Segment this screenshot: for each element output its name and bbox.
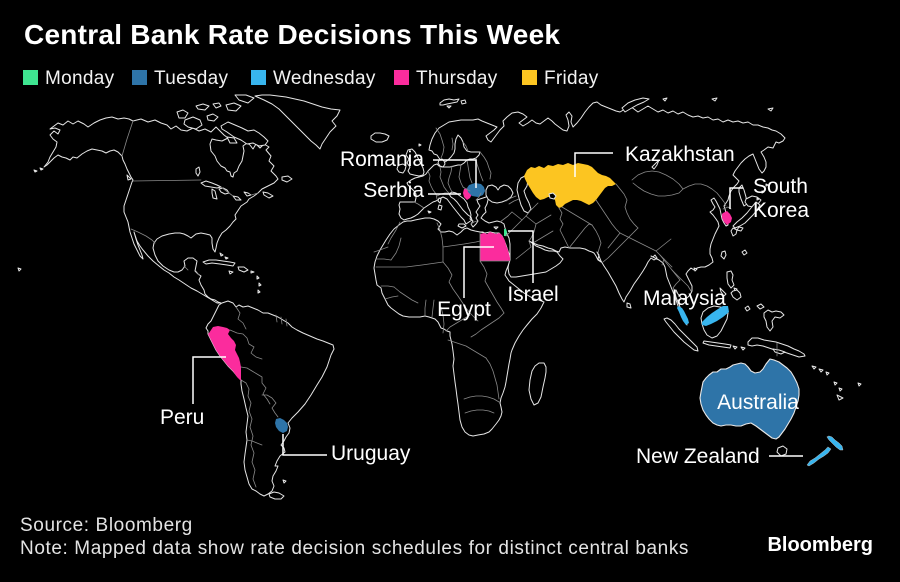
svg-text:Source: Bloomberg: Source: Bloomberg [20,515,193,536]
svg-text:Friday: Friday [544,68,599,89]
svg-text:Malaysia: Malaysia [643,287,726,310]
svg-text:Peru: Peru [160,406,204,429]
svg-text:Note: Mapped data show rate de: Note: Mapped data show rate decision sch… [20,538,689,559]
svg-text:Thursday: Thursday [416,68,498,89]
svg-text:Central Bank Rate Decisions Th: Central Bank Rate Decisions This Week [24,19,560,50]
svg-text:Romania: Romania [340,148,424,171]
svg-text:Egypt: Egypt [437,298,491,321]
svg-text:Bloomberg: Bloomberg [767,534,873,556]
svg-text:New Zealand: New Zealand [636,445,760,468]
svg-text:Serbia: Serbia [363,179,424,202]
svg-text:Monday: Monday [45,68,115,89]
svg-text:South: South [753,175,808,198]
svg-text:Australia: Australia [717,391,799,414]
svg-text:Uruguay: Uruguay [331,442,411,465]
svg-text:Tuesday: Tuesday [154,68,228,89]
svg-text:Korea: Korea [753,199,809,222]
svg-text:Kazakhstan: Kazakhstan [625,143,735,166]
svg-text:Wednesday: Wednesday [273,68,376,89]
svg-text:Israel: Israel [507,283,558,306]
